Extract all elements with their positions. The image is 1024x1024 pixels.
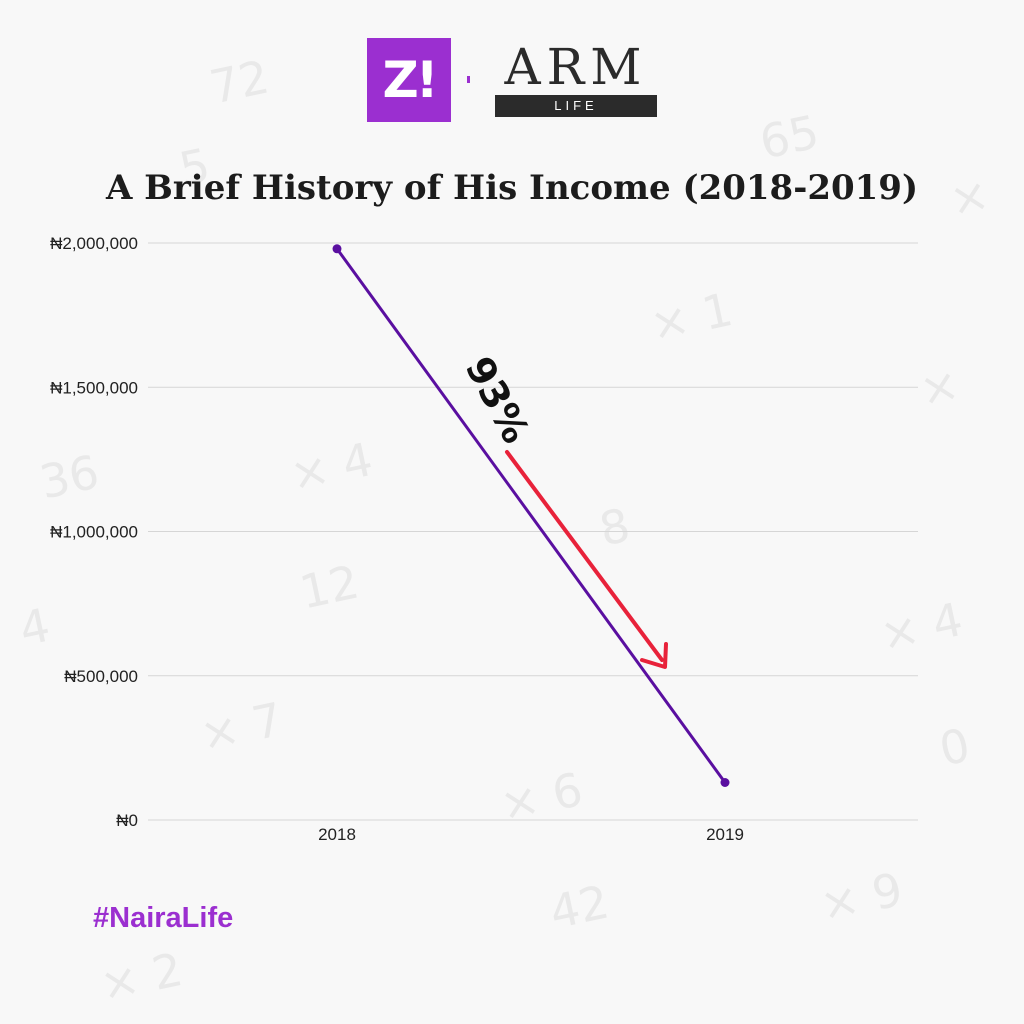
data-point <box>720 777 730 787</box>
x-axis-tick-labels: 2018 2019 <box>318 825 744 844</box>
y-tick-label: ₦1,500,000 <box>50 378 138 397</box>
zikoko-logo: Z! <box>367 38 451 122</box>
decrease-percent-label: 93% <box>457 349 539 450</box>
arm-logo-subtext: LIFE <box>495 95 657 117</box>
y-tick-label: ₦2,000,000 <box>50 234 138 253</box>
grid-lines <box>148 242 918 821</box>
y-axis-tick-labels: ₦0 ₦500,000 ₦1,000,000 ₦1,500,000 ₦2,000,000 <box>50 234 138 830</box>
y-tick-label: ₦1,000,000 <box>50 523 138 542</box>
data-point <box>332 244 342 254</box>
y-tick-label: ₦0 <box>116 811 138 830</box>
y-tick-label: ₦500,000 <box>64 667 138 686</box>
annotation-group: 93% <box>457 349 668 669</box>
x-tick-label: 2018 <box>318 825 356 844</box>
logo-separator <box>467 76 470 83</box>
arm-logo-text: ARM <box>504 38 648 96</box>
series-group <box>332 244 730 787</box>
x-tick-label: 2019 <box>706 825 744 844</box>
decrease-arrow-shaft <box>505 450 664 662</box>
chart-title: A Brief History of His Income (2018-2019… <box>105 168 919 208</box>
hashtag: #NairaLife <box>93 902 234 934</box>
series-line <box>335 247 727 784</box>
decrease-arrow-head <box>640 642 668 669</box>
arm-life-logo: ARM LIFE <box>495 41 657 117</box>
